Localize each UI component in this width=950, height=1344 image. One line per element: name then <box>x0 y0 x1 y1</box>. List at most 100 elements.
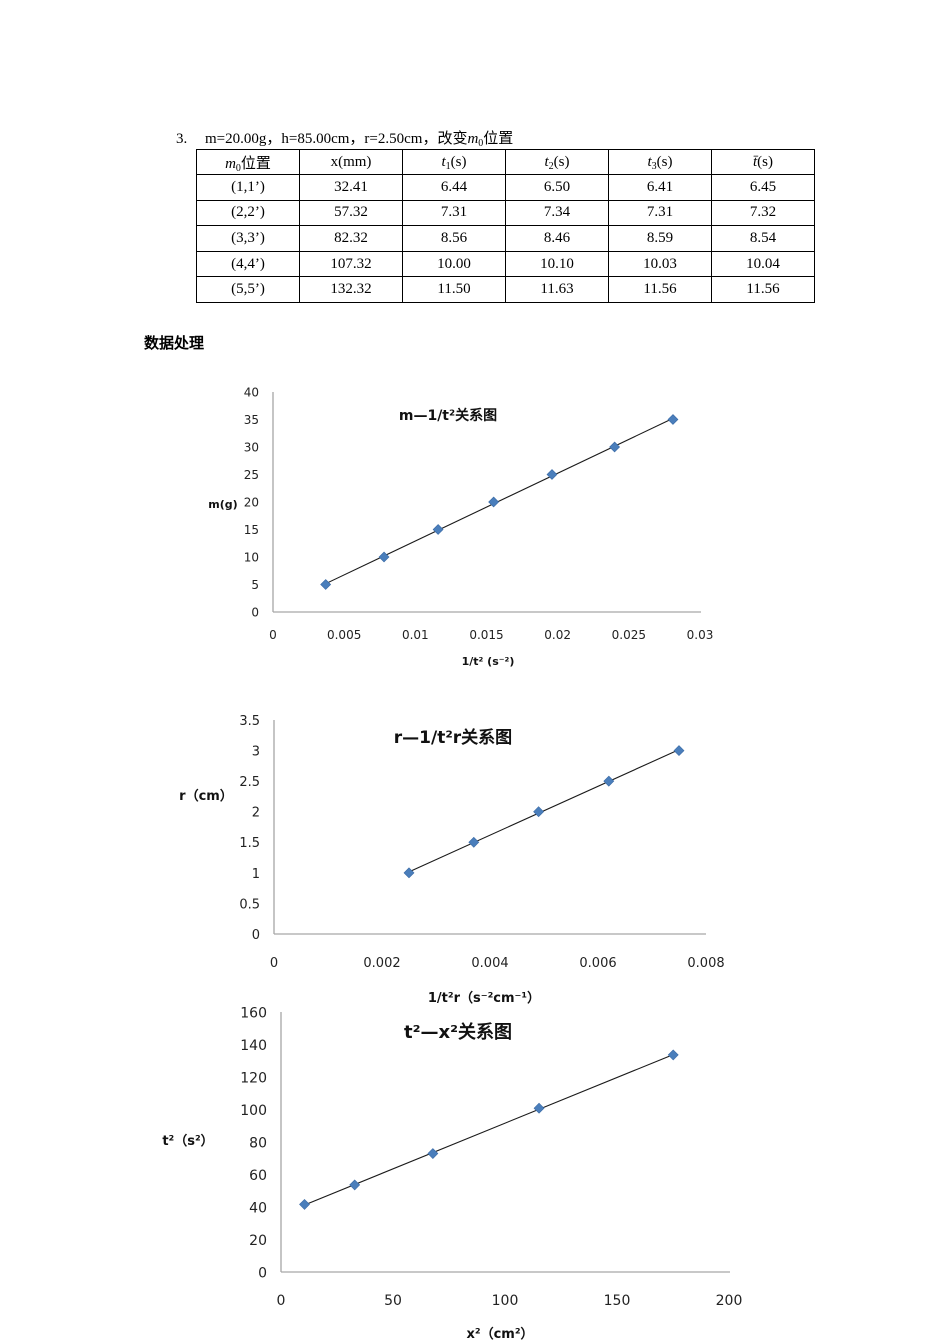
table-row: (2,2’) 57.32 7.31 7.34 7.31 7.32 <box>196 199 815 227</box>
y-tick-label: 40 <box>244 386 259 400</box>
x-tick-label: 0.03 <box>687 628 714 642</box>
table-header-row: m0位置 x(mm) t1(s) t2(s) t3(s) t̄(s) <box>196 149 815 175</box>
y-tick-label: 1.5 <box>239 836 260 851</box>
y-axis-label: r（cm） <box>179 788 233 804</box>
header-t1: t1(s) <box>402 149 506 175</box>
section-caption: 3. m=20.00g，h=85.00cm，r=2.50cm，改变m0位置 <box>176 127 514 149</box>
y-tick-label: 0 <box>252 928 260 943</box>
data-point-marker <box>673 745 685 756</box>
data-point-marker <box>378 551 390 563</box>
table-cell: 6.45 <box>711 174 815 201</box>
caption-var-sub: 0 <box>478 138 484 149</box>
measurement-table: m0位置 x(mm) t1(s) t2(s) t3(s) t̄(s) (1,1’… <box>196 149 815 303</box>
caption-suffix: 位置 <box>483 131 514 147</box>
y-tick-label: 60 <box>249 1168 267 1184</box>
chart-title: m—1/t²关系图 <box>399 407 497 424</box>
table-cell: 11.56 <box>711 276 815 303</box>
y-tick-label: 80 <box>249 1135 267 1151</box>
x-tick-label: 150 <box>604 1293 631 1309</box>
y-tick-label: 140 <box>240 1038 267 1054</box>
y-tick-label: 5 <box>251 578 259 592</box>
x-tick-label: 0.005 <box>327 628 361 642</box>
table-cell: 7.34 <box>505 199 609 227</box>
table-cell: 7.31 <box>608 199 712 227</box>
data-point-marker <box>427 1148 439 1159</box>
section-number: 3. <box>176 131 188 147</box>
table-cell: 7.32 <box>711 199 815 227</box>
chart-r-vs-inv-t2r: 0 0.5 1 1.5 2 2.5 3 3.5 0 0.002 0.004 0.006 0.008 r—1… <box>179 714 724 1006</box>
table-row: (4,4’) 107.32 10.00 10.10 10.03 10.04 <box>196 250 815 278</box>
table-cell: 132.32 <box>299 276 403 303</box>
chart-m-vs-inv-t2: 0 5 10 15 20 25 30 35 40 0 0.005 0.01 0.015 0.02 0.025… <box>208 386 714 668</box>
x-tick-label: 0 <box>269 628 277 642</box>
y-tick-label: 2.5 <box>239 775 260 790</box>
y-tick-label: 15 <box>244 523 259 537</box>
data-point-marker <box>349 1179 361 1191</box>
trendline <box>325 417 674 585</box>
y-tick-label: 3.5 <box>239 714 260 729</box>
y-tick-label: 3 <box>252 745 260 760</box>
y-tick-label: 160 <box>240 1005 267 1021</box>
data-point-marker <box>432 524 444 535</box>
chart-title: t²—x²关系图 <box>404 1021 512 1043</box>
caption-var: m <box>467 131 479 147</box>
x-tick-label: 100 <box>492 1293 519 1309</box>
y-tick-label: 100 <box>240 1103 267 1119</box>
table-cell: 7.31 <box>402 199 506 227</box>
x-tick-label: 0.015 <box>469 628 503 642</box>
data-point-marker <box>667 1049 679 1061</box>
table-cell: 11.56 <box>608 276 712 303</box>
x-tick-label: 0.006 <box>579 956 616 971</box>
table-cell: 10.00 <box>402 250 506 278</box>
table-cell: 8.56 <box>402 225 506 252</box>
x-tick-label: 0.008 <box>687 956 724 971</box>
data-point-marker <box>533 806 545 818</box>
y-axis-label: m(g) <box>208 498 237 511</box>
y-tick-label: 0 <box>251 606 259 620</box>
x-tick-label: 0.025 <box>612 628 646 642</box>
table-cell: 8.59 <box>608 225 712 252</box>
data-point-marker <box>403 867 415 879</box>
x-axis-label: x²（cm²） <box>466 1326 533 1342</box>
data-point-marker <box>488 496 500 508</box>
table-cell: 10.03 <box>608 250 712 278</box>
y-tick-label: 20 <box>249 1233 267 1249</box>
table-cell: 6.41 <box>608 174 712 201</box>
y-axis-label: t²（s²） <box>162 1133 213 1149</box>
chart-t2-vs-x2: 0 20 40 60 80 100 120 140 160 0 50 100 150 200 t²—x²关系… <box>162 1005 742 1342</box>
table-row: (3,3’) 82.32 8.56 8.46 8.59 8.54 <box>196 225 815 252</box>
table-cell: 8.46 <box>505 225 609 252</box>
y-tick-label: 2 <box>252 806 260 821</box>
data-point-marker <box>667 414 679 425</box>
table-cell: 107.32 <box>299 250 403 278</box>
header-t2: t2(s) <box>505 149 609 175</box>
trendline <box>304 1054 674 1206</box>
y-tick-label: 25 <box>244 468 259 482</box>
y-tick-label: 30 <box>244 441 259 455</box>
y-tick-label: 120 <box>240 1070 267 1086</box>
table-cell: 57.32 <box>299 199 403 227</box>
x-tick-label: 0.002 <box>363 956 400 971</box>
y-tick-label: 1 <box>252 867 260 882</box>
header-t-mean: t̄(s) <box>711 149 815 175</box>
x-axis-label: 1/t² (s⁻²) <box>462 655 515 668</box>
y-tick-label: 35 <box>244 413 259 427</box>
header-x: x(mm) <box>299 149 403 175</box>
x-tick-label: 0.004 <box>471 956 508 971</box>
x-tick-label: 0 <box>270 956 278 971</box>
data-point-marker <box>546 469 558 480</box>
x-axis-label: 1/t²r（s⁻²cm⁻¹） <box>428 990 540 1006</box>
table-cell: (4,4’) <box>196 250 300 278</box>
trendline <box>408 749 680 873</box>
table-cell: (3,3’) <box>196 225 300 252</box>
table-cell: 82.32 <box>299 225 403 252</box>
table-row: (5,5’) 132.32 11.50 11.63 11.56 11.56 <box>196 276 815 303</box>
x-tick-label: 0.02 <box>544 628 571 642</box>
section-heading: 数据处理 <box>144 334 205 352</box>
table-cell: (1,1’) <box>196 174 300 201</box>
y-tick-label: 20 <box>244 496 259 510</box>
table-cell: 6.44 <box>402 174 506 201</box>
data-point-marker <box>468 836 480 848</box>
y-tick-label: 0 <box>258 1265 267 1281</box>
header-m0-position: m0位置 <box>196 149 300 175</box>
